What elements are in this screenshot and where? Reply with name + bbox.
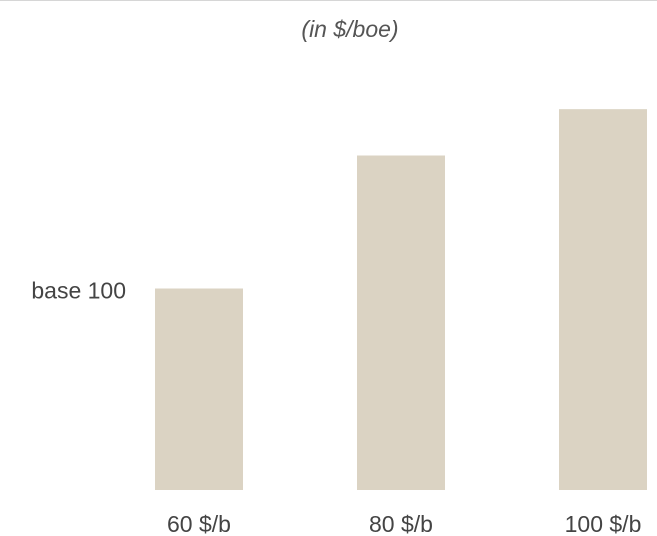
- bar-1: [155, 288, 243, 490]
- chart-subtitle: (in $/boe): [301, 16, 399, 42]
- bar-3: [559, 109, 647, 490]
- bars-group: [155, 109, 647, 490]
- category-label-1: 60 $/b: [167, 511, 231, 536]
- bar-2: [357, 155, 445, 490]
- category-labels-group: 60 $/b 80 $/b 100 $/b: [167, 511, 641, 536]
- category-label-3: 100 $/b: [565, 511, 642, 536]
- category-label-2: 80 $/b: [369, 511, 433, 536]
- top-divider: [0, 0, 657, 1]
- reference-label: base 100: [31, 278, 126, 304]
